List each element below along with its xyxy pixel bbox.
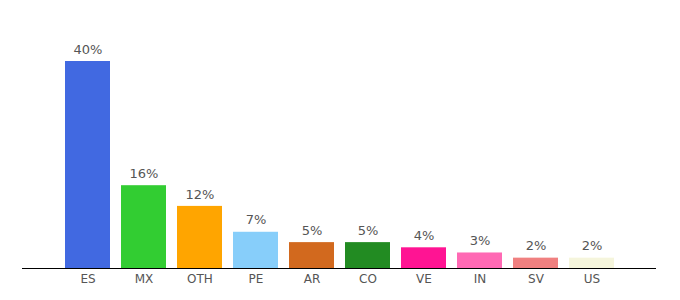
- svg-text:MX: MX: [135, 272, 154, 286]
- svg-text:16%: 16%: [130, 166, 159, 181]
- svg-text:2%: 2%: [582, 238, 603, 253]
- svg-text:2%: 2%: [526, 238, 547, 253]
- svg-text:OTH: OTH: [187, 272, 213, 286]
- svg-text:AR: AR: [304, 272, 321, 286]
- svg-text:7%: 7%: [246, 212, 267, 227]
- svg-text:40%: 40%: [74, 42, 103, 57]
- svg-text:5%: 5%: [358, 223, 379, 238]
- svg-text:IN: IN: [474, 272, 487, 286]
- svg-text:CO: CO: [359, 272, 377, 286]
- svg-text:4%: 4%: [414, 228, 435, 243]
- svg-text:5%: 5%: [302, 223, 323, 238]
- svg-text:12%: 12%: [186, 187, 215, 202]
- svg-text:PE: PE: [249, 272, 264, 286]
- svg-text:US: US: [584, 272, 600, 286]
- svg-text:VE: VE: [416, 272, 432, 286]
- svg-text:ES: ES: [80, 272, 95, 286]
- svg-text:SV: SV: [528, 272, 545, 286]
- svg-text:3%: 3%: [470, 233, 491, 248]
